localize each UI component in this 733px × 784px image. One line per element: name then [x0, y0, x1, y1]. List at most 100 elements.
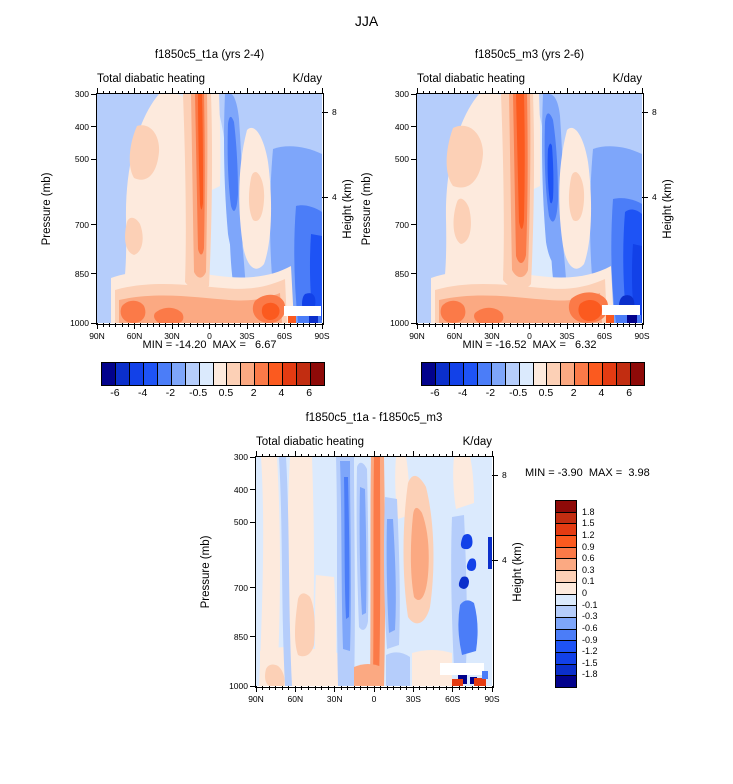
pressure-tick — [411, 224, 417, 226]
latitude-tick — [393, 686, 395, 690]
latitude-tick — [271, 323, 273, 327]
latitude-tick — [373, 451, 375, 457]
colorbar-cell — [213, 363, 227, 385]
latitude-tick — [485, 323, 487, 327]
latitude-tick — [406, 453, 408, 457]
colorbar-tick-label: -0.9 — [582, 634, 598, 645]
latitude-tick — [541, 323, 543, 327]
latitude-tick-label: 60S — [445, 694, 461, 704]
latitude-tick — [146, 90, 148, 94]
colorbar-cell — [241, 363, 255, 385]
latitude-tick — [165, 323, 167, 327]
contour-field — [256, 457, 492, 686]
pressure-tick — [91, 158, 97, 160]
latitude-tick — [439, 686, 441, 690]
latitude-tick — [294, 451, 296, 457]
latitude-tick — [429, 90, 430, 94]
latitude-tick — [460, 323, 462, 327]
colorbar-tick-label: -6 — [430, 387, 440, 399]
colorbar-cell — [556, 676, 576, 687]
panel-subtitle-right: K/day — [292, 73, 322, 85]
latitude-tick — [140, 323, 142, 327]
colorbar-tick-label: 2 — [250, 387, 257, 399]
latitude-tick — [452, 451, 454, 457]
colorbar-tick-label: -4 — [137, 387, 148, 399]
latitude-tick — [314, 453, 316, 457]
latitude-tick — [165, 90, 167, 94]
latitude-tick — [579, 323, 580, 327]
pressure-tick — [91, 322, 97, 324]
latitude-tick-label: 90N — [409, 331, 425, 341]
latitude-tick — [535, 90, 537, 94]
latitude-tick — [127, 323, 129, 327]
latitude-tick — [190, 323, 192, 327]
height-tick-label: 8 — [502, 470, 507, 481]
latitude-tick — [466, 90, 468, 94]
height-tick-label: 4 — [502, 555, 507, 566]
height-tick — [642, 196, 648, 198]
latitude-tick — [466, 323, 468, 327]
height-tick — [322, 111, 328, 113]
height-axis-title: Height (km) — [342, 178, 354, 239]
latitude-tick — [386, 453, 388, 457]
pressure-tick-label: 400 — [74, 121, 89, 132]
panel-subtitle-left: Total diabatic heating — [256, 436, 365, 448]
colorbar-cell — [556, 582, 576, 594]
latitude-tick — [597, 323, 599, 327]
latitude-tick — [221, 323, 223, 327]
latitude-tick — [265, 90, 267, 94]
pressure-tick — [91, 224, 97, 226]
latitude-tick — [240, 90, 242, 94]
latitude-tick — [109, 90, 110, 94]
pressure-tick-label: 1000 — [70, 318, 89, 328]
latitude-tick — [429, 323, 430, 327]
latitude-tick — [353, 686, 355, 690]
latitude-tick — [380, 686, 382, 690]
latitude-tick — [288, 686, 290, 690]
latitude-tick — [366, 686, 368, 690]
latitude-tick — [454, 88, 455, 94]
latitude-tick — [327, 453, 329, 457]
latitude-tick — [616, 323, 618, 327]
colorbar-tick-label: 6 — [306, 387, 313, 399]
latitude-tick — [102, 90, 104, 94]
latitude-tick — [380, 453, 382, 457]
latitude-tick — [334, 451, 336, 457]
latitude-tick — [301, 453, 303, 457]
colorbar-cell — [556, 512, 576, 524]
colorbar-cell — [255, 363, 269, 385]
latitude-tick — [491, 88, 493, 94]
latitude-tick — [386, 686, 388, 690]
latitude-tick — [641, 323, 643, 329]
pressure-tick-label: 500 — [233, 517, 248, 528]
latitude-tick — [315, 323, 317, 327]
latitude-tick — [227, 90, 229, 94]
latitude-tick — [184, 323, 185, 327]
latitude-tick — [373, 686, 375, 692]
min-max-label: MIN = -3.90 MAX = 3.98 — [525, 467, 650, 479]
latitude-tick — [419, 453, 421, 457]
latitude-tick — [393, 453, 395, 457]
latitude-tick — [425, 686, 427, 690]
latitude-tick-label: 60N — [287, 694, 304, 704]
latitude-tick — [347, 686, 349, 690]
colorbar — [101, 362, 325, 386]
latitude-tick — [353, 453, 355, 457]
latitude-tick — [597, 90, 599, 94]
latitude-tick — [234, 90, 235, 94]
colorbar-cell — [311, 363, 324, 385]
latitude-tick — [171, 88, 173, 94]
latitude-tick — [622, 90, 624, 94]
latitude-tick — [447, 323, 449, 327]
pressure-tick-label: 500 — [74, 154, 89, 165]
latitude-tick — [268, 453, 270, 457]
latitude-tick — [484, 686, 486, 690]
latitude-tick — [115, 90, 117, 94]
latitude-tick — [432, 686, 434, 690]
latitude-tick — [478, 453, 480, 457]
colorbar — [421, 362, 645, 386]
latitude-tick — [419, 686, 421, 690]
latitude-tick — [221, 90, 223, 94]
latitude-tick — [366, 453, 368, 457]
